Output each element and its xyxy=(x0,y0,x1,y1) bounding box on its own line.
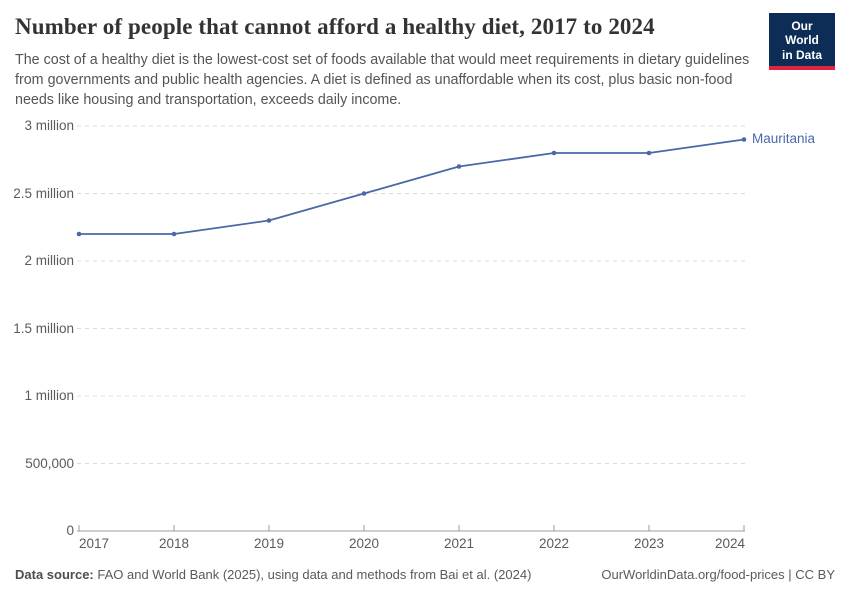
y-axis-tick-label: 2.5 million xyxy=(13,185,74,201)
y-axis-tick-label: 0 xyxy=(66,523,74,538)
series-label-mauritania[interactable]: Mauritania xyxy=(752,130,816,146)
y-axis-tick-label: 3 million xyxy=(24,118,74,133)
data-point[interactable] xyxy=(456,164,462,169)
x-axis-tick-label: 2023 xyxy=(633,536,665,551)
data-source-text: FAO and World Bank (2025), using data an… xyxy=(93,567,532,582)
footer-license-link[interactable]: OurWorldinData.org/food-prices | CC BY xyxy=(601,567,835,582)
x-axis-tick-label: 2017 xyxy=(78,536,110,551)
data-point[interactable] xyxy=(266,218,272,223)
logo-line-2: in Data xyxy=(781,47,822,62)
y-axis-tick-label: 2 million xyxy=(24,253,74,268)
data-point[interactable] xyxy=(741,137,747,142)
data-source-note: Data source: FAO and World Bank (2025), … xyxy=(15,567,531,582)
data-point[interactable] xyxy=(551,150,557,156)
y-axis-tick-label: 1 million xyxy=(24,388,74,403)
data-point[interactable] xyxy=(76,231,82,237)
data-source-label: Data source: xyxy=(15,567,94,582)
data-point[interactable] xyxy=(646,150,652,156)
owid-logo[interactable]: Our World in Data xyxy=(769,13,835,71)
y-axis-tick-label: 500,000 xyxy=(25,455,74,471)
x-axis-tick-label: 2024 xyxy=(714,536,746,551)
data-point[interactable] xyxy=(361,191,367,196)
x-axis-tick-label: 2022 xyxy=(538,536,570,551)
y-axis-tick-label: 1.5 million xyxy=(13,320,74,336)
data-point[interactable] xyxy=(171,231,177,237)
x-axis-tick-label: 2021 xyxy=(443,536,475,551)
chart-title: Number of people that cannot afford a he… xyxy=(15,14,655,39)
chart-subtitle: The cost of a healthy diet is the lowest… xyxy=(15,52,750,109)
logo-line-1: Our World xyxy=(785,19,819,48)
x-axis-tick-label: 2018 xyxy=(158,536,190,551)
x-axis-tick-label: 2020 xyxy=(348,536,380,551)
x-axis-tick-label: 2019 xyxy=(253,536,285,551)
data-line-mauritania[interactable] xyxy=(78,138,745,235)
